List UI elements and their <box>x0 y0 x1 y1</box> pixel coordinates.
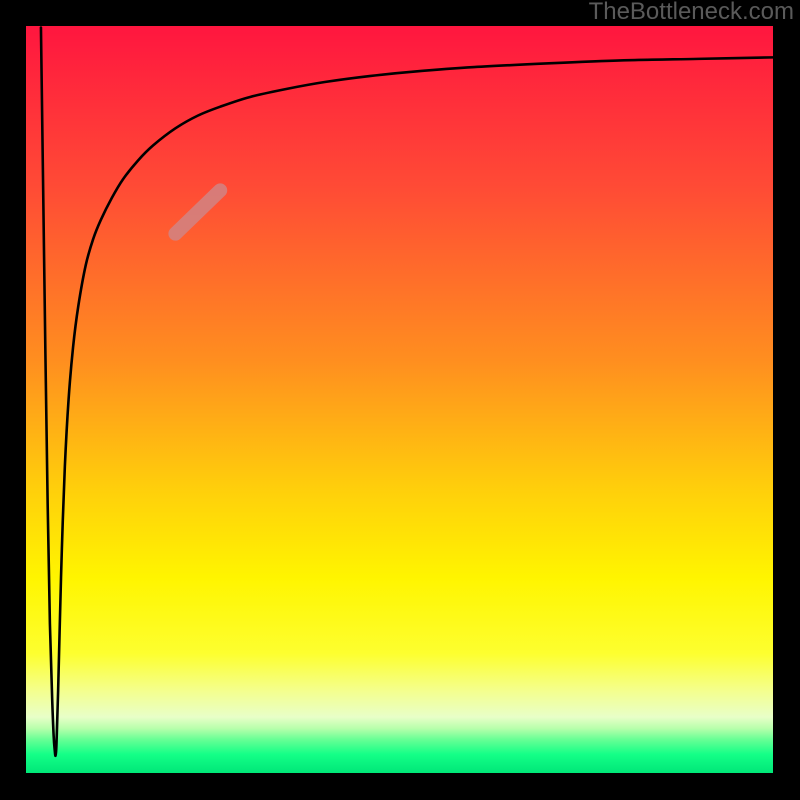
attribution-text: TheBottleneck.com <box>589 0 794 24</box>
plot-svg <box>0 0 800 800</box>
plot-background <box>26 26 773 773</box>
bottleneck-chart: TheBottleneck.com <box>0 0 800 800</box>
